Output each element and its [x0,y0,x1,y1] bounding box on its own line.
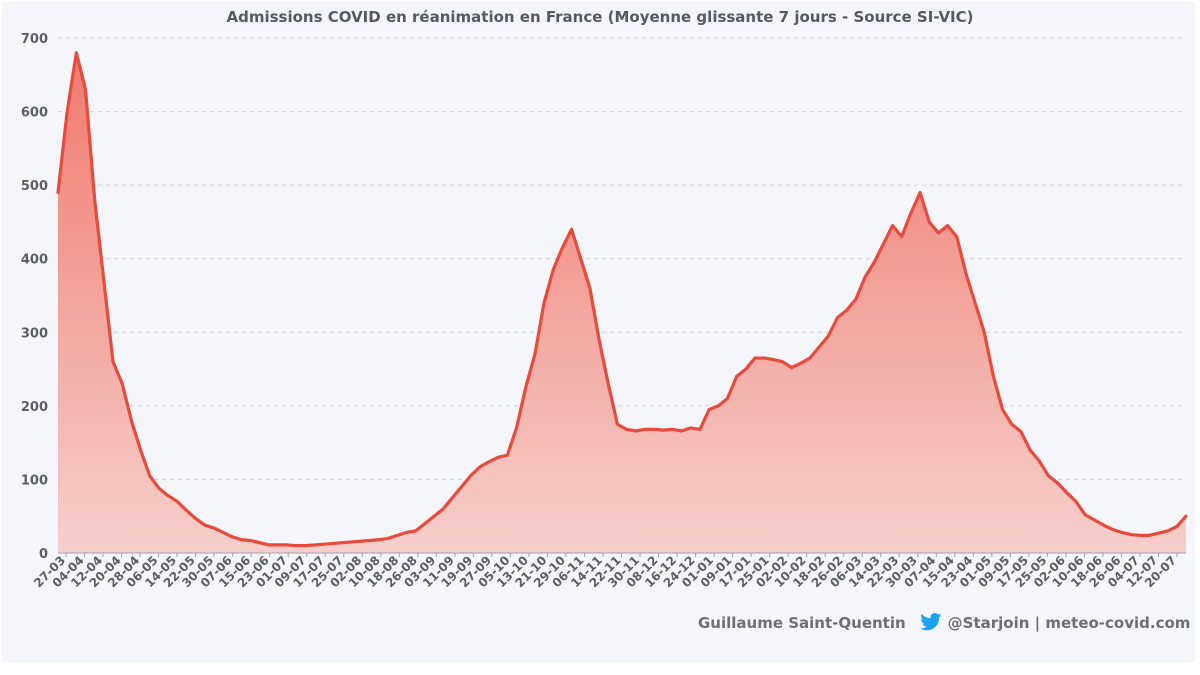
bottom-margin [0,662,1200,675]
y-tick-label: 300 [21,326,48,341]
author-name: Guillaume Saint-Quentin [698,614,906,632]
x-axis: 27-0304-0412-0420-0428-0406-0514-0522-05… [31,553,1179,590]
y-tick-label: 700 [21,32,48,47]
y-tick-label: 100 [21,473,48,488]
y-tick-label: 500 [21,179,48,194]
y-tick-label: 0 [39,547,48,562]
gridlines [58,37,1186,480]
y-axis: 0 100 200 300 400 500 600 700 [21,32,48,562]
chart-title: Admissions COVID en réanimation en Franc… [226,8,974,26]
credit-line: Guillaume Saint-Quentin @Starjoin | mete… [698,613,1190,633]
y-tick-label: 200 [21,400,48,415]
area-fill [58,52,1186,554]
y-tick-label: 600 [21,106,48,121]
y-tick-label: 400 [21,253,48,268]
handle-and-site: @Starjoin | meteo-covid.com [947,614,1191,632]
twitter-bird-icon [919,613,944,633]
series-line [56,51,1188,548]
